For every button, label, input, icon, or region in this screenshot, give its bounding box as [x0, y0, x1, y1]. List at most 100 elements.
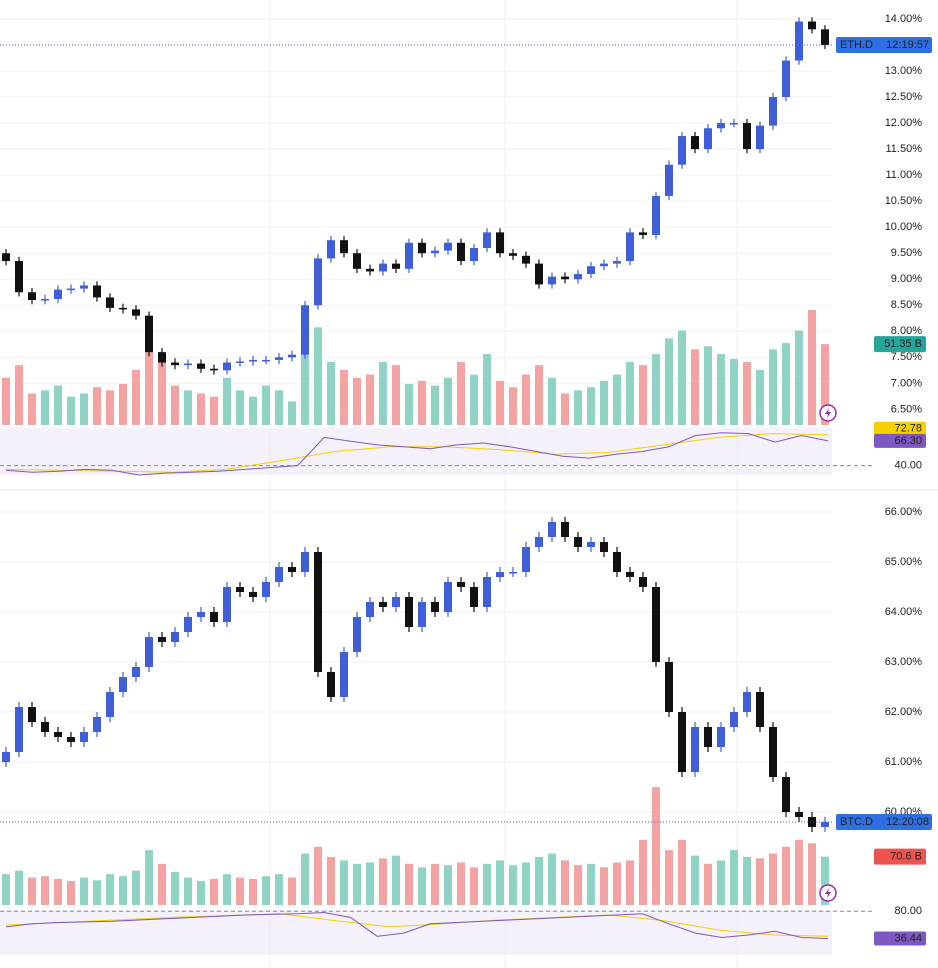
- candle-body: [457, 242, 465, 262]
- volume-bar: [314, 327, 322, 425]
- volume-bar: [548, 853, 556, 905]
- volume-bar: [210, 878, 218, 905]
- candle-body: [613, 261, 621, 264]
- volume-bar: [574, 865, 582, 905]
- candle-body: [28, 707, 36, 722]
- volume-bar: [249, 878, 257, 905]
- volume-bar: [41, 390, 49, 425]
- volume-bar: [301, 853, 309, 905]
- y-tick-label: 8.50%: [891, 299, 922, 311]
- candle-body: [730, 123, 738, 125]
- volume-bar: [2, 874, 10, 905]
- volume-label: 70.6 B: [890, 850, 922, 862]
- candle-body: [54, 732, 62, 737]
- volume-bar: [327, 856, 335, 905]
- volume-bar: [171, 872, 179, 905]
- volume-tag: [874, 848, 926, 865]
- candle-body: [197, 363, 205, 369]
- candle-body: [418, 602, 426, 627]
- candle-body: [821, 822, 829, 827]
- volume-bar: [509, 865, 517, 905]
- volume-bar: [132, 369, 140, 425]
- volume-bar: [704, 863, 712, 905]
- candle-body: [561, 522, 569, 537]
- volume-bar: [652, 787, 660, 905]
- volume-bar: [535, 856, 543, 905]
- candle-body: [41, 299, 49, 301]
- volume-bar: [197, 393, 205, 425]
- volume-bar: [561, 860, 569, 905]
- volume-bar: [2, 377, 10, 425]
- candle-body: [41, 722, 49, 732]
- candle-body: [275, 357, 283, 360]
- volume-bar: [340, 860, 348, 905]
- candle-body: [574, 537, 582, 547]
- candle-body: [184, 617, 192, 632]
- volume-bar: [197, 880, 205, 905]
- volume-bar: [769, 853, 777, 905]
- candle-body: [691, 136, 699, 150]
- volume-bar: [171, 385, 179, 425]
- candle-body: [509, 253, 517, 256]
- volume-bar: [470, 867, 478, 905]
- candle-body: [327, 240, 335, 259]
- candle-body: [366, 268, 374, 272]
- volume-bar: [769, 349, 777, 425]
- y-tick-label: 9.00%: [891, 273, 922, 285]
- candle-body: [210, 368, 218, 371]
- volume-bar: [106, 874, 114, 905]
- rsi-label: 66.30: [894, 435, 922, 447]
- candle-body: [691, 727, 699, 772]
- candle-body: [132, 667, 140, 677]
- symbol-label: ETH.D: [840, 39, 873, 51]
- candle-body: [613, 552, 621, 572]
- candle-body: [288, 567, 296, 572]
- candle-body: [418, 242, 426, 254]
- candle-body: [145, 637, 153, 667]
- candle-body: [197, 612, 205, 617]
- volume-bar: [431, 385, 439, 425]
- candle-body: [340, 652, 348, 697]
- candle-body: [405, 242, 413, 269]
- candle-body: [626, 232, 634, 262]
- volume-bar: [15, 870, 23, 905]
- candle-body: [379, 602, 387, 607]
- candle-body: [210, 612, 218, 622]
- volume-bar: [301, 354, 309, 425]
- volume-bar: [392, 365, 400, 425]
- candle-body: [171, 632, 179, 642]
- candle-body: [704, 727, 712, 747]
- volume-bar: [106, 390, 114, 425]
- candle-body: [54, 289, 62, 300]
- candle-body: [405, 597, 413, 627]
- volume-bar: [340, 369, 348, 425]
- volume-bar: [28, 393, 36, 425]
- candle-body: [795, 21, 803, 61]
- candle-body: [262, 359, 270, 362]
- volume-bar: [730, 850, 738, 905]
- volume-bar: [93, 387, 101, 425]
- candle-body: [236, 361, 244, 363]
- candle-body: [236, 587, 244, 592]
- rsi-band: [0, 910, 832, 955]
- volume-bar: [54, 878, 62, 905]
- volume-bar: [548, 377, 556, 425]
- candle-body: [2, 253, 10, 262]
- volume-bar: [496, 860, 504, 905]
- candle-body: [106, 692, 114, 717]
- rsi-tick-label: 40.00: [894, 460, 922, 472]
- y-tick-label: 7.50%: [891, 351, 922, 363]
- candle-body: [483, 577, 491, 607]
- candle-body: [80, 285, 88, 289]
- rsi-tag: [874, 931, 926, 946]
- volume-bar: [145, 850, 153, 905]
- volume-bar: [600, 380, 608, 425]
- candle-body: [431, 602, 439, 612]
- volume-bar: [379, 361, 387, 425]
- volume-bar: [15, 365, 23, 425]
- candle-body: [392, 597, 400, 607]
- candle-body: [444, 242, 452, 251]
- y-tick-label: 14.00%: [885, 13, 923, 25]
- volume-bar: [314, 846, 322, 905]
- candle-body: [574, 274, 582, 280]
